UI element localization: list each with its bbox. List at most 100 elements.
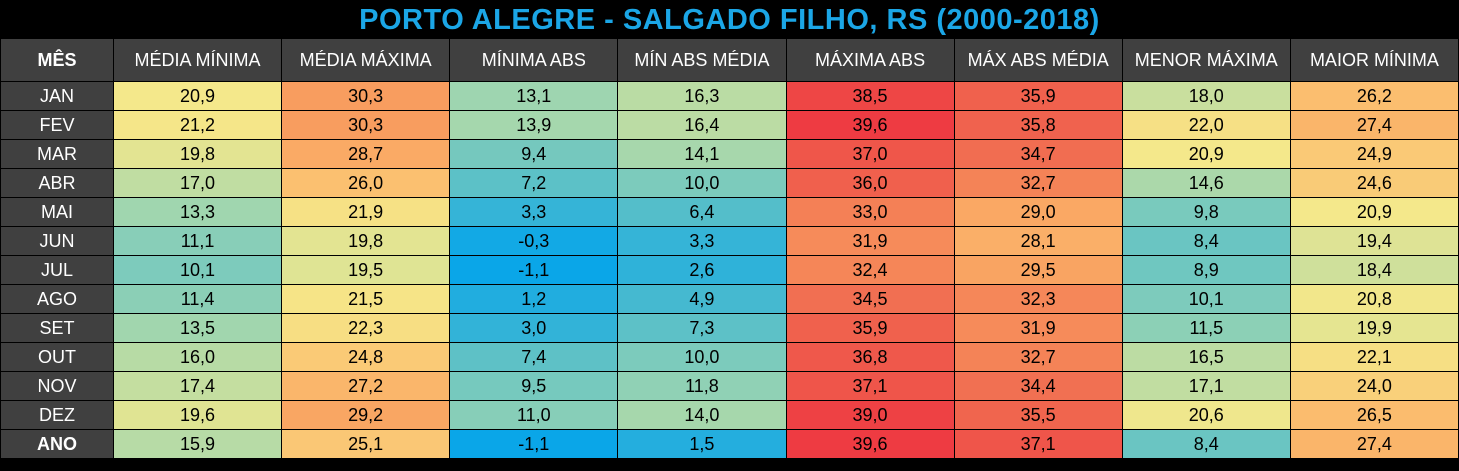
value-cell: 10,1 [112,255,283,285]
value-cell: 7,3 [617,313,787,343]
table-row: MAI 13,3 21,9 3,3 6,4 33,0 29,0 9,8 20,9 [0,197,1459,227]
column-header: MÉDIA MÍNIMA [112,38,283,82]
value-cell: 30,3 [281,110,451,140]
column-header: MAIOR MÍNIMA [1289,38,1459,82]
value-cell: 26,0 [281,168,451,198]
value-cell: 39,6 [785,110,955,140]
table-row: JUL 10,1 19,5 -1,1 2,6 32,4 29,5 8,9 18,4 [0,255,1459,285]
value-cell: 11,0 [449,400,619,430]
value-cell: 19,5 [281,255,451,285]
value-cell: 29,5 [953,255,1123,285]
value-cell: 11,1 [112,226,283,256]
value-cell: 17,4 [112,371,283,401]
value-cell: 21,5 [281,284,451,314]
value-cell: 19,8 [112,139,283,169]
value-cell: 22,3 [281,313,451,343]
value-cell: 14,0 [617,400,787,430]
value-cell: 35,9 [785,313,955,343]
value-cell: 20,6 [1121,400,1291,430]
value-cell: 19,6 [112,400,283,430]
value-cell: 13,9 [449,110,619,140]
table-row: DEZ 19,6 29,2 11,0 14,0 39,0 35,5 20,6 26,5 [0,400,1459,430]
value-cell: 30,3 [281,81,451,111]
value-cell: 20,9 [112,81,283,111]
value-cell: 11,5 [1121,313,1291,343]
value-cell: 7,4 [449,342,619,372]
value-cell: 20,9 [1289,197,1459,227]
column-header: MÍNIMA ABS [449,38,619,82]
value-cell: 9,4 [449,139,619,169]
value-cell: 32,3 [953,284,1123,314]
table-row: SET 13,5 22,3 3,0 7,3 35,9 31,9 11,5 19,9 [0,313,1459,343]
value-cell: 3,3 [449,197,619,227]
month-cell: JUL [0,255,114,285]
value-cell: 10,0 [617,168,787,198]
month-cell: ABR [0,168,114,198]
month-cell: MAR [0,139,114,169]
value-cell: 4,9 [617,284,787,314]
value-cell: 32,7 [953,342,1123,372]
month-cell: JUN [0,226,114,256]
value-cell: 28,1 [953,226,1123,256]
value-cell: 8,4 [1121,429,1291,459]
value-cell: 20,9 [1121,139,1291,169]
value-cell: 39,6 [785,429,955,459]
value-cell: 13,3 [112,197,283,227]
column-header: MÍN ABS MÉDIA [617,38,787,82]
value-cell: 18,0 [1121,81,1291,111]
value-cell: 24,0 [1289,371,1459,401]
value-cell: 1,2 [449,284,619,314]
value-cell: 14,1 [617,139,787,169]
month-cell: AGO [0,284,114,314]
month-cell: JAN [0,81,114,111]
value-cell: 8,9 [1121,255,1291,285]
value-cell: 24,8 [281,342,451,372]
value-cell: 9,8 [1121,197,1291,227]
value-cell: 26,2 [1289,81,1459,111]
value-cell: 34,4 [953,371,1123,401]
value-cell: 17,1 [1121,371,1291,401]
value-cell: 34,5 [785,284,955,314]
value-cell: 8,4 [1121,226,1291,256]
table-row: ANO 15,9 25,1 -1,1 1,5 39,6 37,1 8,4 27,4 [0,429,1459,459]
column-header: MÁXIMA ABS [785,38,955,82]
value-cell: 39,0 [785,400,955,430]
value-cell: 36,0 [785,168,955,198]
value-cell: 17,0 [112,168,283,198]
value-cell: -1,1 [449,429,619,459]
header-row: MÊS MÉDIA MÍNIMA MÉDIA MÁXIMA MÍNIMA ABS MÍN… [0,38,1459,82]
value-cell: 33,0 [785,197,955,227]
value-cell: 25,1 [281,429,451,459]
value-cell: 19,9 [1289,313,1459,343]
value-cell: 35,8 [953,110,1123,140]
value-cell: -0,3 [449,226,619,256]
value-cell: 36,8 [785,342,955,372]
value-cell: 35,5 [953,400,1123,430]
month-cell: OUT [0,342,114,372]
month-cell: DEZ [0,400,114,430]
value-cell: 10,1 [1121,284,1291,314]
value-cell: 37,1 [785,371,955,401]
value-cell: 6,4 [617,197,787,227]
value-cell: 2,6 [617,255,787,285]
table-row: FEV 21,2 30,3 13,9 16,4 39,6 35,8 22,0 27,4 [0,110,1459,140]
table-row: NOV 17,4 27,2 9,5 11,8 37,1 34,4 17,1 24,0 [0,371,1459,401]
value-cell: 27,2 [281,371,451,401]
value-cell: 27,4 [1289,110,1459,140]
value-cell: 16,5 [1121,342,1291,372]
value-cell: 21,9 [281,197,451,227]
table-row: JUN 11,1 19,8 -0,3 3,3 31,9 28,1 8,4 19,4 [0,226,1459,256]
value-cell: 11,4 [112,284,283,314]
value-cell: 24,6 [1289,168,1459,198]
table-row: AGO 11,4 21,5 1,2 4,9 34,5 32,3 10,1 20,8 [0,284,1459,314]
value-cell: 10,0 [617,342,787,372]
value-cell: 28,7 [281,139,451,169]
value-cell: 16,3 [617,81,787,111]
value-cell: 24,9 [1289,139,1459,169]
value-cell: 13,1 [449,81,619,111]
value-cell: 37,1 [953,429,1123,459]
value-cell: -1,1 [449,255,619,285]
value-cell: 27,4 [1289,429,1459,459]
value-cell: 21,2 [112,110,283,140]
